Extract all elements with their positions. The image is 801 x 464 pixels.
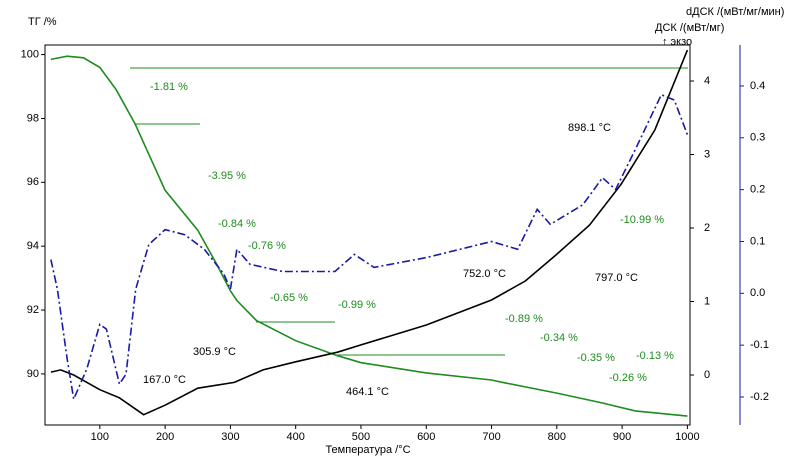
- mass-annotation: -0.26 %: [609, 372, 647, 384]
- temp-annotation: 898.1 °C: [568, 122, 611, 134]
- y3ticks-label: 0.4: [750, 80, 765, 92]
- yticks-label: 90: [27, 368, 39, 380]
- mass-annotation: -0.99 %: [338, 299, 376, 311]
- yticks-label: 98: [27, 112, 39, 124]
- mass-annotation: -0.35 %: [577, 352, 615, 364]
- x-tick-label: 900: [613, 431, 631, 443]
- x-tick-label: 200: [156, 431, 174, 443]
- x-tick-label: 800: [548, 431, 566, 443]
- mass-annotation: -0.13 %: [636, 350, 674, 362]
- mass-annotation: -0.34 %: [540, 332, 578, 344]
- y3ticks-label: -0.1: [750, 339, 769, 351]
- x-tick-label: 500: [352, 431, 370, 443]
- mass-annotation: -1.81 %: [150, 81, 188, 93]
- y3ticks-label: 0.1: [750, 235, 765, 247]
- mass-annotation: -0.76 %: [248, 240, 286, 252]
- y3-axis-title: dДСК /(мВт/мг/мин): [686, 6, 784, 18]
- yticks-label: 94: [27, 240, 39, 252]
- x-tick-label: 700: [482, 431, 500, 443]
- x-tick-label: 600: [417, 431, 435, 443]
- y2ticks-label: 2: [704, 222, 710, 234]
- mass-annotation: -0.65 %: [270, 292, 308, 304]
- y3ticks-label: 0.2: [750, 184, 765, 196]
- temp-annotation: 752.0 °C: [463, 268, 506, 280]
- y3ticks-label: -0.2: [750, 391, 769, 403]
- y-axis-title: ТГ /%: [28, 16, 57, 28]
- y3ticks-label: 0.3: [750, 132, 765, 144]
- plot-frame: [44, 44, 691, 426]
- temp-annotation: 797.0 °C: [595, 272, 638, 284]
- x-tick-label: 300: [221, 431, 239, 443]
- x-axis-title: Температура /°C: [325, 444, 410, 456]
- mass-annotation: -0.84 %: [218, 218, 256, 230]
- mass-annotation: -10.99 %: [620, 214, 664, 226]
- series-line: [50, 55, 688, 417]
- mass-annotation: -3.95 %: [208, 170, 246, 182]
- y2-axis-title: ДСК /(мВт/мг): [655, 22, 724, 34]
- series-line: [50, 49, 689, 416]
- mass-annotation: -0.89 %: [505, 313, 543, 325]
- x-tick-label: 400: [287, 431, 305, 443]
- y3ticks-label: 0.0: [750, 287, 765, 299]
- yticks-label: 100: [21, 48, 39, 60]
- yticks-label: 92: [27, 304, 39, 316]
- y2ticks-label: 1: [704, 295, 710, 307]
- temp-annotation: 167.0 °C: [143, 374, 186, 386]
- y2ticks-label: 4: [704, 75, 710, 87]
- x-tick-label: 100: [91, 431, 109, 443]
- series-line: [50, 93, 689, 402]
- temp-annotation: 305.9 °C: [193, 346, 236, 358]
- exo-label: ↑ экзо: [662, 36, 692, 48]
- y2ticks-label: 0: [704, 369, 710, 381]
- x-tick-label: 1000: [675, 431, 699, 443]
- y2ticks-label: 3: [704, 148, 710, 160]
- temp-annotation: 464.1 °C: [346, 386, 389, 398]
- yticks-label: 96: [27, 176, 39, 188]
